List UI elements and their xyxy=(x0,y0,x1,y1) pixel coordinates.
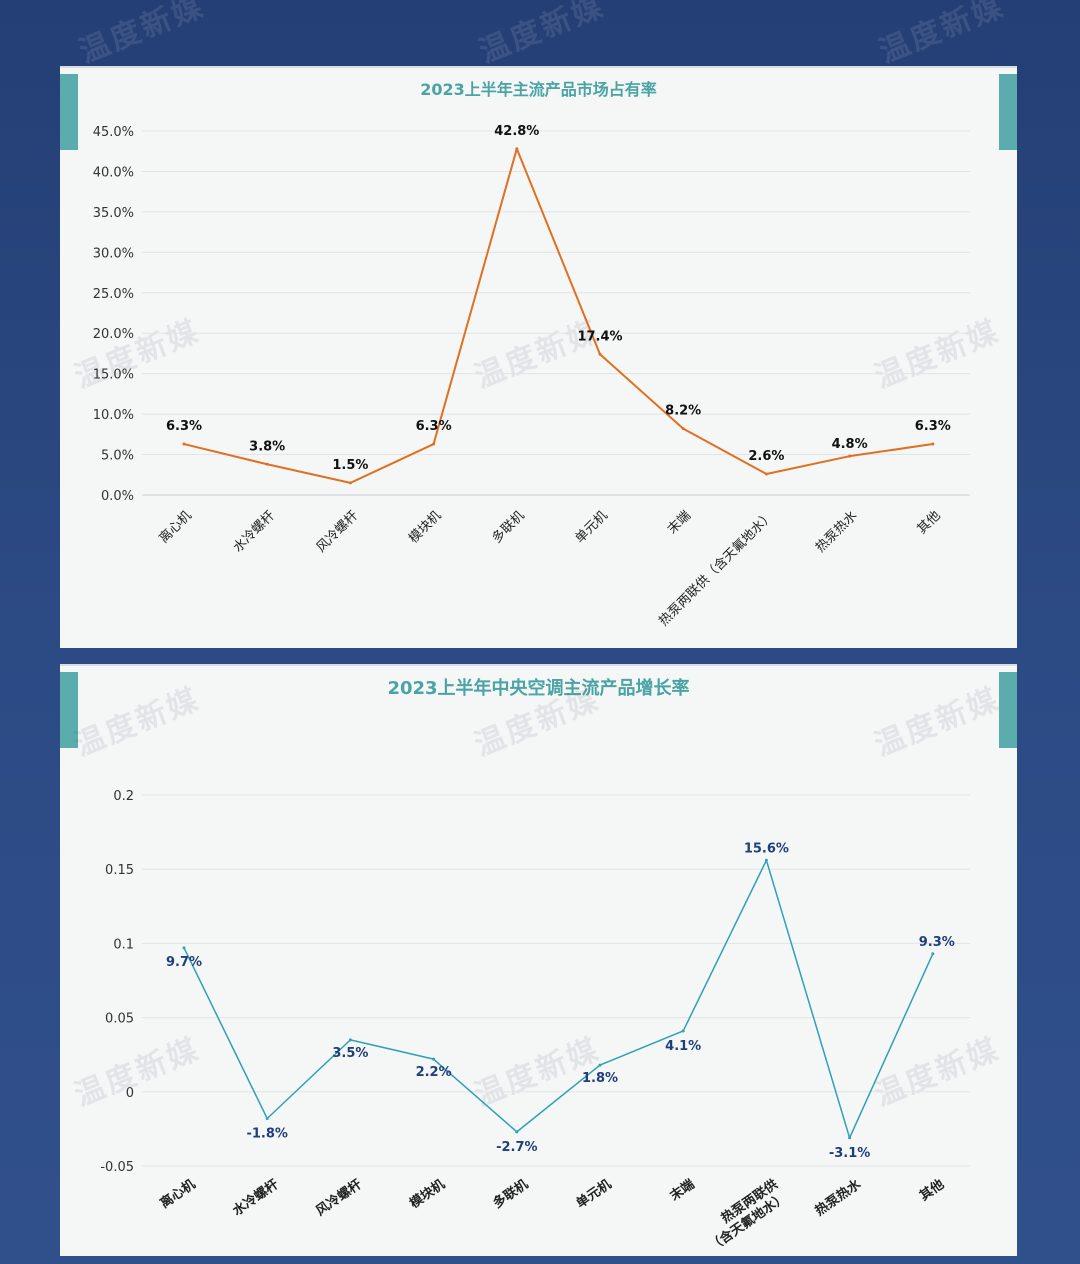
data-point xyxy=(931,952,935,956)
y-tick-label: 10.0% xyxy=(93,408,134,423)
x-tick-label: 热泵热水 xyxy=(813,508,860,555)
data-point xyxy=(598,352,602,356)
data-label: 17.4% xyxy=(577,329,622,344)
data-label: 3.5% xyxy=(332,1046,368,1061)
data-label: 9.3% xyxy=(919,935,955,950)
watermark: 温度新媒 xyxy=(470,682,605,764)
series-line xyxy=(183,147,933,484)
data-label: 9.7% xyxy=(166,955,202,970)
growth-rate-chart-panel: 2023上半年中央空调主流产品增长率 温度新媒 温度新媒 温度新媒 温度新媒 温度新媒温… xyxy=(60,664,1017,1256)
x-tick-label: 多联机 xyxy=(489,508,528,547)
y-tick-label: 5.0% xyxy=(101,449,134,464)
chart-title: 2023上半年主流产品市场占有率 xyxy=(420,80,657,99)
x-tick-label: 风冷螺杆 xyxy=(313,1176,365,1219)
data-label: 3.8% xyxy=(249,439,285,454)
x-tick-label: 模块机 xyxy=(407,1176,448,1211)
data-label: 15.6% xyxy=(744,841,789,856)
data-point xyxy=(265,462,269,466)
chart-title: 2023上半年中央空调主流产品增长率 xyxy=(387,678,690,699)
watermark: 温度新媒 xyxy=(470,314,605,396)
x-tick-label: 其他 xyxy=(915,508,944,537)
data-point xyxy=(432,442,436,446)
data-point xyxy=(182,946,186,950)
data-point xyxy=(598,1063,602,1067)
data-point xyxy=(182,442,186,446)
x-tick-label: 离心机 xyxy=(157,1176,198,1211)
accent-bar-left xyxy=(60,672,78,748)
x-tick-label: 热泵热水 xyxy=(812,1176,865,1220)
x-tick-label: 末端 xyxy=(665,508,694,537)
y-tick-label: 25.0% xyxy=(93,287,134,302)
y-tick-label: 0.2 xyxy=(113,789,134,804)
watermark: 温度新媒 xyxy=(870,682,1005,764)
x-tick-label: 水冷螺杆 xyxy=(230,1176,282,1219)
watermark: 温度新媒 xyxy=(474,0,611,71)
y-tick-label: 0.05 xyxy=(105,1012,134,1027)
data-point xyxy=(681,427,685,431)
x-tick-label: 离心机 xyxy=(156,508,195,547)
series-line xyxy=(183,859,934,1139)
accent-bar-right xyxy=(999,672,1017,748)
watermark: 温度新媒 xyxy=(74,0,211,71)
x-tick-label: 模块机 xyxy=(406,508,444,546)
data-point xyxy=(432,1057,436,1061)
y-tick-label: 30.0% xyxy=(93,246,134,261)
accent-bar-left xyxy=(60,74,78,150)
data-label: 6.3% xyxy=(166,419,202,434)
data-point xyxy=(348,481,352,485)
data-point xyxy=(764,472,768,476)
watermark: 温度新媒 xyxy=(870,314,1005,396)
y-tick-label: 0.1 xyxy=(113,937,134,952)
x-tick-label: 单元机 xyxy=(573,1176,614,1211)
y-tick-label: 20.0% xyxy=(93,327,134,342)
accent-bar-right xyxy=(999,74,1017,150)
data-label: 4.1% xyxy=(665,1039,701,1054)
y-tick-label: 40.0% xyxy=(93,165,134,180)
x-tick-label: 其他 xyxy=(917,1176,947,1204)
data-label: 2.6% xyxy=(748,449,784,464)
data-point xyxy=(681,1029,685,1033)
watermark: 温度新媒 xyxy=(70,1032,205,1114)
data-point xyxy=(931,442,935,446)
x-tick-label: 末端 xyxy=(666,1176,697,1205)
y-tick-label: 0.0% xyxy=(101,489,134,504)
y-tick-label: 15.0% xyxy=(93,368,134,383)
data-label: -3.1% xyxy=(829,1146,870,1161)
watermark: 温度新媒 xyxy=(870,1032,1005,1114)
watermark: 温度新媒 xyxy=(874,0,1011,71)
y-tick-label: 0.15 xyxy=(105,863,134,878)
data-point xyxy=(515,1130,519,1134)
watermark: 温度新媒 xyxy=(70,682,205,764)
data-label: 8.2% xyxy=(665,404,701,419)
x-tick-label: 单元机 xyxy=(573,508,611,546)
y-tick-label: -0.05 xyxy=(100,1160,134,1175)
data-point xyxy=(764,858,768,862)
data-label: 2.2% xyxy=(416,1065,452,1080)
y-tick-label: 0 xyxy=(126,1086,134,1101)
data-point xyxy=(265,1117,269,1121)
data-label: -2.7% xyxy=(496,1140,537,1155)
data-label: 6.3% xyxy=(915,419,951,434)
y-tick-label: 45.0% xyxy=(93,125,134,140)
x-tick-label: 热泵两联供（含天氟地水） xyxy=(697,1176,790,1254)
x-tick-label: 水冷螺杆 xyxy=(231,508,278,555)
watermark: 温度新媒 xyxy=(70,314,205,396)
data-point xyxy=(848,454,852,458)
x-tick-label: 风冷螺杆 xyxy=(314,508,361,555)
market-share-line-chart: 温度新媒 温度新媒 温度新媒 0.0% 5.0% 10.0% 15.0% 20.0% 25.0%… xyxy=(70,124,1005,629)
data-label: 6.3% xyxy=(416,419,452,434)
data-point xyxy=(515,147,519,151)
x-tick-label: 多联机 xyxy=(490,1176,531,1211)
data-point xyxy=(848,1136,852,1140)
data-label: 4.8% xyxy=(832,437,868,452)
y-tick-label: 35.0% xyxy=(93,206,134,221)
data-label: 1.8% xyxy=(582,1071,618,1086)
data-label: -1.8% xyxy=(246,1127,287,1142)
data-point xyxy=(348,1038,352,1042)
data-label: 42.8% xyxy=(494,124,539,139)
data-label: 1.5% xyxy=(332,458,368,473)
market-share-chart-panel: 2023上半年主流产品市场占有率 温度新媒 温度新媒 温度新媒 0.0% 5.0% 10.… xyxy=(60,66,1017,648)
